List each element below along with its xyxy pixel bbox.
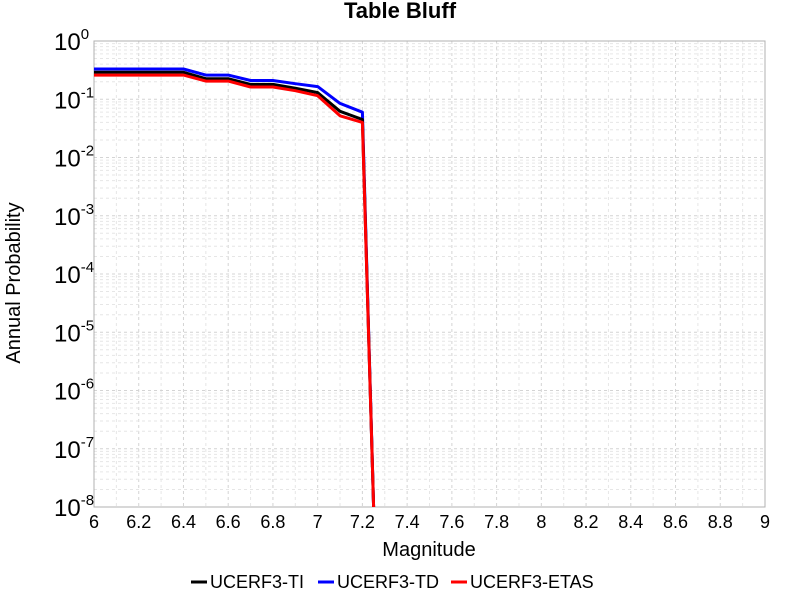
y-tick-label: 100 (54, 26, 89, 56)
plot-area-frame (93, 40, 766, 508)
series-line-ucerf3-etas (94, 73, 376, 508)
y-tick-label: 10-4 (54, 259, 94, 289)
y-tick-label: 10-7 (54, 434, 94, 464)
series-line-ucerf3-td (94, 67, 376, 508)
y-tick-label: 10-5 (54, 317, 94, 347)
x-tick-label: 6.2 (126, 512, 151, 532)
x-tick-label: 8.4 (618, 512, 643, 532)
x-tick-label: 9 (760, 512, 770, 532)
series-layer (94, 67, 376, 508)
x-axis-ticks: 6 6.2 6.4 6.6 6.8 7 7.2 7.4 7.6 7.8 8 8.2 8.4 8.6 8.8 9 (89, 512, 770, 532)
y-tick-label: 10-1 (54, 84, 94, 114)
x-tick-label: 7.2 (350, 512, 375, 532)
series-line-ucerf3-ti (94, 70, 376, 508)
x-tick-label: 8.2 (574, 512, 599, 532)
x-tick-label: 7.6 (439, 512, 464, 532)
x-tick-label: 7.8 (484, 512, 509, 532)
y-tick-label: 10-2 (54, 143, 94, 173)
x-tick-label: 6.6 (216, 512, 241, 532)
y-axis-label: Annual Probability (3, 202, 25, 363)
y-axis-ticks: 100 10-1 10-2 10-3 10-4 10-5 10-6 10-7 10-8 (54, 26, 94, 522)
grid (93, 40, 766, 508)
x-tick-label: 8.8 (708, 512, 733, 532)
x-axis-label: Magnitude (382, 539, 475, 561)
legend-entry-label: UCERF3-TD (337, 572, 439, 592)
x-tick-label: 6.4 (171, 512, 196, 532)
chart-title: Table Bluff (344, 0, 457, 23)
x-tick-label: 6 (89, 512, 99, 532)
y-tick-label: 10-3 (54, 201, 94, 231)
x-tick-label: 6.8 (260, 512, 285, 532)
legend-entry-label: UCERF3-ETAS (470, 572, 594, 592)
y-tick-label: 10-6 (54, 376, 94, 406)
legend-entry-label: UCERF3-TI (210, 572, 304, 592)
y-tick-label: 10-8 (54, 492, 94, 522)
x-tick-label: 8 (536, 512, 546, 532)
x-tick-label: 7 (313, 512, 323, 532)
legend: UCERF3-TI UCERF3-TD UCERF3-ETAS (191, 572, 594, 592)
x-tick-label: 8.6 (663, 512, 688, 532)
x-tick-label: 7.4 (395, 512, 420, 532)
